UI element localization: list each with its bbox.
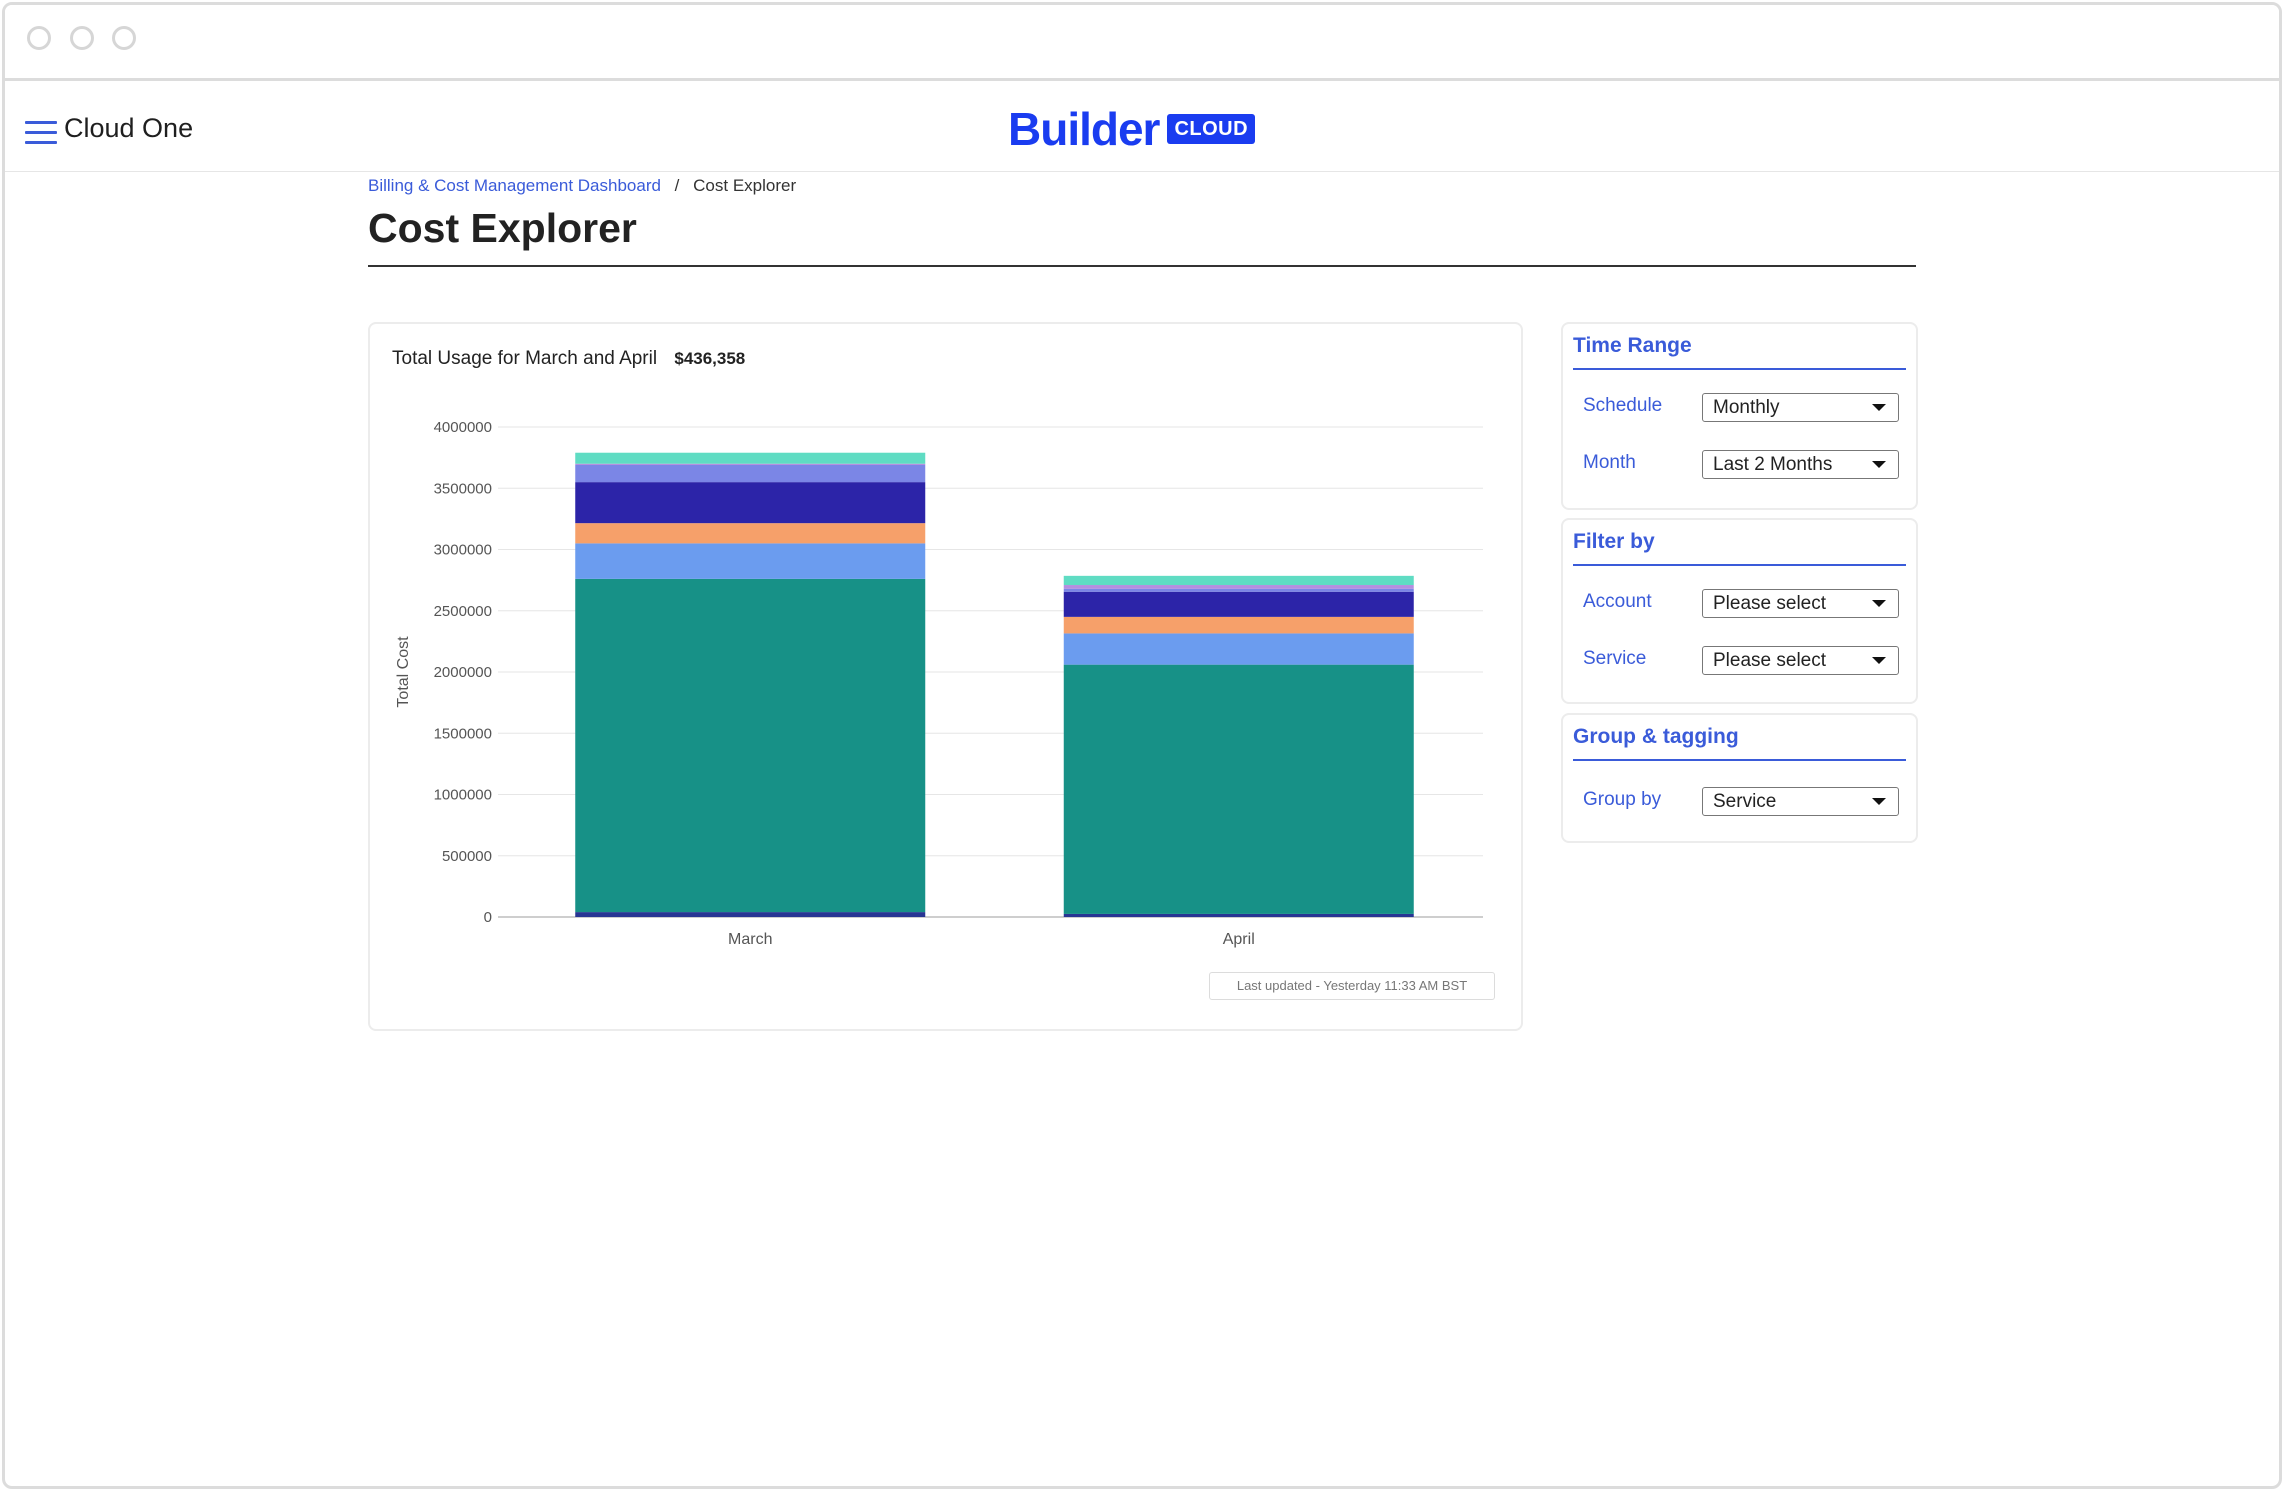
window-titlebar — [5, 5, 2279, 81]
bar-segment-april-0 — [1063, 913, 1414, 917]
bar-segment-march-0 — [575, 912, 926, 917]
chevron-down-icon — [1872, 600, 1886, 607]
group-tagging-title: Group & tagging — [1573, 725, 1906, 761]
y-tick-label: 4000000 — [434, 419, 492, 436]
x-tick-label: March — [728, 931, 772, 948]
chevron-down-icon — [1872, 404, 1886, 411]
title-divider — [368, 265, 1916, 267]
stacked-bar-chart: 0 500000 1000000 1500000 2000000 2500000 30000… — [395, 419, 1483, 948]
group-by-select-value: Service — [1713, 791, 1777, 812]
bar-segment-march-4 — [575, 482, 926, 524]
bar-segment-march-1 — [575, 578, 926, 913]
filter-by-panel: Filter by Account Please select Service … — [1561, 518, 1918, 704]
breadcrumb-current: Cost Explorer — [693, 176, 797, 195]
y-tick-label: 2500000 — [434, 603, 492, 620]
bar-segment-march-7 — [575, 452, 926, 464]
window-control-minimize[interactable] — [70, 26, 94, 50]
breadcrumb-separator: / — [674, 176, 680, 195]
month-label: Month — [1583, 452, 1636, 473]
service-select[interactable]: Please select — [1702, 646, 1899, 675]
builder-cloud-logo[interactable]: Builder CLOUD — [1008, 103, 1256, 155]
filter-by-title: Filter by — [1573, 530, 1906, 566]
group-tagging-panel: Group & tagging Group by Service — [1561, 713, 1918, 843]
y-tick-label: 3000000 — [434, 542, 492, 559]
y-tick-label: 3500000 — [434, 480, 492, 497]
total-usage-amount: $436,358 — [674, 349, 746, 368]
x-tick-label: April — [1223, 931, 1255, 948]
y-tick-label: 500000 — [442, 848, 492, 865]
chevron-down-icon — [1872, 461, 1886, 468]
bar-segment-april-4 — [1063, 591, 1414, 617]
app-name: Cloud One — [64, 113, 194, 143]
last-updated-badge: Last updated - Yesterday 11:33 AM BST — [1209, 972, 1495, 1000]
month-select-value: Last 2 Months — [1713, 454, 1833, 475]
total-usage-label: Total Usage for March and April — [392, 348, 658, 369]
menu-icon[interactable] — [25, 121, 57, 145]
group-by-select[interactable]: Service — [1702, 787, 1899, 816]
bar-segment-april-3 — [1063, 616, 1414, 634]
group-by-label: Group by — [1583, 789, 1662, 810]
breadcrumb-link-billing-dashboard[interactable]: Billing & Cost Management Dashboard — [368, 176, 661, 195]
schedule-select-value: Monthly — [1713, 397, 1780, 418]
schedule-select[interactable]: Monthly — [1702, 393, 1899, 422]
total-usage: Total Usage for March and April $436,358 — [392, 348, 745, 370]
service-select-value: Please select — [1713, 650, 1827, 671]
schedule-label: Schedule — [1583, 395, 1663, 416]
time-range-title: Time Range — [1573, 334, 1906, 370]
account-select-value: Please select — [1713, 593, 1827, 614]
breadcrumb: Billing & Cost Management Dashboard / Co… — [368, 176, 796, 196]
y-tick-label: 2000000 — [434, 664, 492, 681]
window-control-close[interactable] — [27, 26, 51, 50]
y-tick-label: 1500000 — [434, 725, 492, 742]
account-label: Account — [1583, 591, 1652, 612]
bar-segment-april-7 — [1063, 575, 1414, 586]
time-range-panel: Time Range Schedule Monthly Month Last 2… — [1561, 322, 1918, 510]
y-tick-label: 1000000 — [434, 787, 492, 804]
account-select[interactable]: Please select — [1702, 589, 1899, 618]
app-header: Cloud One Builder CLOUD — [5, 81, 2279, 172]
logo-wordmark: Builder — [1008, 103, 1160, 155]
y-axis-label: Total Cost — [395, 636, 412, 708]
bar-segment-march-3 — [575, 523, 926, 544]
bar-segment-march-2 — [575, 543, 926, 579]
chevron-down-icon — [1872, 657, 1886, 664]
bar-segment-april-2 — [1063, 633, 1414, 665]
bar-segment-april-5 — [1063, 588, 1414, 592]
cost-chart-card: Total Usage for March and April $436,358… — [368, 322, 1523, 1031]
bar-segment-april-6 — [1063, 585, 1414, 589]
bar-segment-march-6 — [575, 463, 926, 465]
window-control-maximize[interactable] — [112, 26, 136, 50]
logo-badge: CLOUD — [1167, 114, 1256, 144]
bar-segment-march-5 — [575, 464, 926, 483]
chevron-down-icon — [1872, 798, 1886, 805]
month-select[interactable]: Last 2 Months — [1702, 450, 1899, 479]
page-title: Cost Explorer — [368, 205, 637, 251]
bar-segment-april-1 — [1063, 664, 1414, 914]
y-tick-label: 0 — [484, 909, 492, 926]
service-label: Service — [1583, 648, 1647, 669]
